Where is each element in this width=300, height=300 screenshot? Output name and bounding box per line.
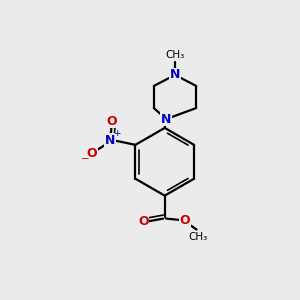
Text: O: O (138, 215, 149, 228)
Text: O: O (87, 147, 98, 160)
Text: +: + (113, 129, 121, 138)
Text: CH₃: CH₃ (188, 232, 208, 242)
Text: O: O (179, 214, 190, 226)
Text: O: O (106, 115, 117, 128)
Text: CH₃: CH₃ (165, 50, 185, 60)
Text: −: − (81, 154, 90, 164)
Text: N: N (170, 68, 180, 81)
Text: N: N (105, 134, 116, 147)
Text: N: N (161, 112, 171, 126)
